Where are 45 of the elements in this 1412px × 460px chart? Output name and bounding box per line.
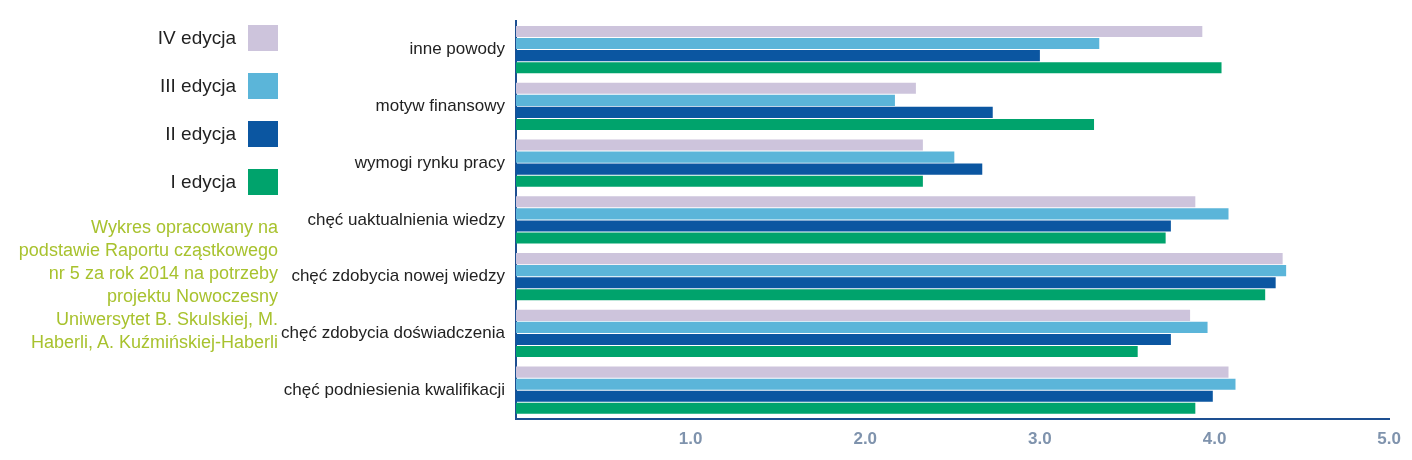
bar [515,118,1095,130]
bar [515,196,1196,208]
bar [515,265,1287,277]
y-tick-label: motyw finansowy [375,96,506,116]
x-tick-label: 2.0 [853,429,878,449]
bar [515,106,993,118]
bar [515,366,1229,378]
bar [515,345,1138,358]
bar [515,82,916,94]
bar [515,333,1171,346]
bar [515,253,1283,265]
legend-label: III edycja [159,75,236,97]
y-tick-label: chęć zdobycia doświadczenia [280,323,506,343]
y-tick-label: wymogi rynku pracy [353,152,506,172]
bar [515,151,955,163]
bar [515,139,923,151]
y-tick-label: chęć uaktualnienia wiedzy [307,209,506,229]
bar [515,390,1213,402]
y-tick-label: chęć zdobycia nowej wiedzy [291,266,506,286]
bar [515,25,1203,38]
legend-label: II edycja [165,123,236,145]
bar [515,208,1229,220]
bar [515,38,1100,50]
legend-label: I edycja [170,171,236,193]
bar [515,50,1040,62]
bar [515,163,983,175]
x-tick-label: 1.0 [678,429,703,449]
bar [515,277,1276,289]
x-tick-label: 3.0 [1028,429,1052,449]
bar [515,321,1208,333]
x-tick-label: 5.0 [1377,429,1401,449]
bar [515,402,1196,414]
bar [515,62,1222,74]
bar [515,175,923,187]
bar [515,289,1266,301]
bar [515,309,1191,321]
legend-label: IV edycja [157,27,236,49]
y-tick-label: chęć podniesienia kwalifikacji [283,379,505,399]
bar [515,232,1166,244]
bar [515,220,1171,232]
bar [515,94,895,106]
bar [515,378,1236,390]
y-tick-label: inne powody [409,39,506,59]
text: Wykres opracowany na podstawie Raportu cząstkowego nr 5 za rok 2014 na potrzeby projektu Nowoczesny Uniwersytet B. Skulskiej, M. Haberli, A. Kuźmińskiej-Haberli [17,216,278,354]
x-tick-label: 4.0 [1202,429,1227,449]
